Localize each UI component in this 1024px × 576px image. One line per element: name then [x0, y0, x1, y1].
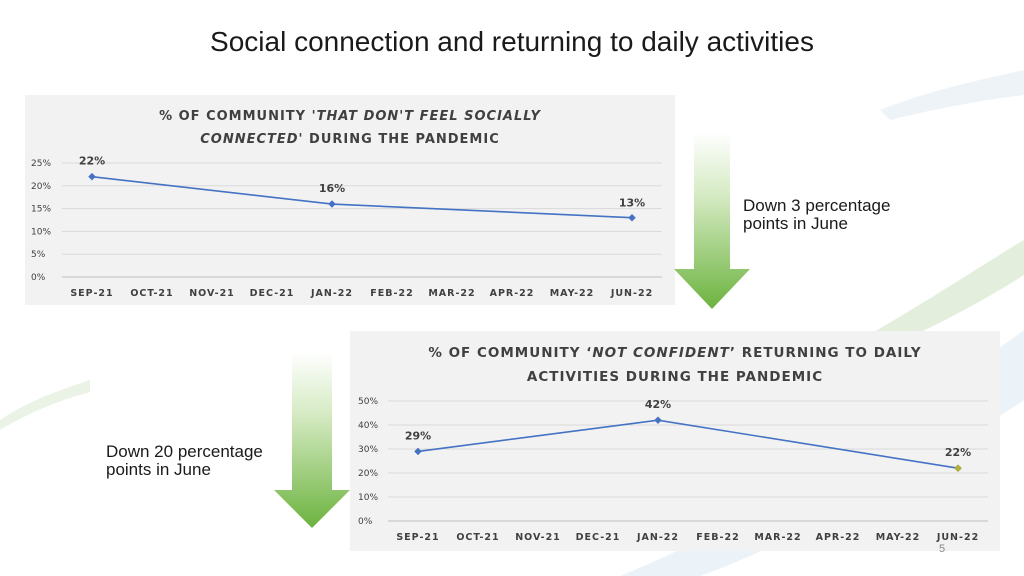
- x-tick-label: APR-22: [490, 288, 535, 299]
- y-tick-label: 15%: [31, 205, 51, 215]
- x-tick-label: MAY-22: [550, 288, 595, 299]
- x-tick-label: NOV-21: [515, 532, 561, 543]
- chart-title-part: DURING THE PANDEMIC: [303, 132, 500, 147]
- data-point-marker: [628, 213, 636, 222]
- data-point-marker: [328, 200, 336, 208]
- data-label: 22%: [79, 155, 105, 168]
- x-tick-label: FEB-22: [370, 288, 413, 299]
- x-tick-label: OCT-21: [456, 532, 499, 543]
- y-tick-label: 30%: [358, 445, 378, 455]
- y-tick-label: 0%: [358, 517, 373, 527]
- series-line: [91, 175, 633, 219]
- data-label: 22%: [945, 446, 971, 459]
- chart1-change-note: Down 3 percentage points in June: [743, 196, 891, 233]
- chart-panel-daily-activities: % OF COMMUNITY ‘NOT CONFIDENT’ RETURNING…: [350, 331, 1000, 551]
- x-tick-label: JAN-22: [636, 532, 679, 543]
- x-tick-label: APR-22: [816, 532, 861, 543]
- chart-title-part: % OF COMMUNITY ‘: [428, 345, 593, 361]
- x-tick-label: DEC-21: [250, 288, 295, 299]
- data-point-marker: [88, 172, 96, 181]
- slide-title: Social connection and returning to daily…: [210, 26, 814, 57]
- x-tick-label: FEB-22: [696, 532, 739, 543]
- chart-title-part: ’ RETURNING TO DAILY ACTIVITIES DURING T…: [526, 345, 922, 385]
- down-arrow-icon: [674, 133, 750, 309]
- data-point-marker: [954, 464, 962, 473]
- chart-panel-social-connection: % OF COMMUNITY 'THAT DON'T FEEL SOCIALLY…: [25, 95, 675, 305]
- line-chart-social-connection: 0% 5% 10% 15% 20% 25% SEP-21 OCT-21 NOV-21 DEC-21…: [31, 155, 662, 299]
- y-tick-label: 0%: [31, 273, 46, 283]
- x-tick-label: JUN-22: [610, 288, 653, 299]
- data-label: 42%: [645, 398, 671, 411]
- y-tick-label: 10%: [31, 227, 51, 237]
- x-tick-label: SEP-21: [396, 532, 439, 543]
- down-arrow-icon: [274, 352, 350, 528]
- chart-title-emphasis: NOT CONFIDENT: [592, 345, 730, 361]
- x-tick-label: MAR-22: [428, 288, 475, 299]
- y-tick-label: 10%: [358, 493, 378, 503]
- y-tick-label: 20%: [358, 469, 378, 479]
- y-tick-label: 5%: [31, 250, 46, 260]
- x-tick-label: OCT-21: [130, 288, 173, 299]
- x-tick-label: JUN-22: [936, 532, 979, 543]
- y-tick-label: 25%: [31, 159, 51, 169]
- chart-title: % OF COMMUNITY 'THAT DON'T FEEL SOCIALLY…: [125, 105, 575, 151]
- series-line: [417, 419, 959, 469]
- y-tick-label: 20%: [31, 182, 51, 192]
- data-point-marker: [414, 447, 422, 456]
- line-chart-daily-activities: 0% 10% 20% 30% 40% 50% SEP-21 OCT-21 NOV-21 DEC-2…: [358, 397, 988, 543]
- data-label: 16%: [319, 182, 345, 195]
- chart2-change-note: Down 20 percentage points in June: [106, 442, 263, 479]
- page-number: 5: [938, 543, 946, 555]
- chart-title-part: % OF COMMUNITY: [159, 109, 312, 124]
- y-tick-label: 50%: [358, 397, 378, 407]
- x-tick-label: NOV-21: [189, 288, 235, 299]
- x-tick-label: SEP-21: [70, 288, 113, 299]
- y-tick-label: 40%: [358, 421, 378, 431]
- chart-title-emphasis: 'THAT DON'T FEEL SOCIALLY CONNECTED': [200, 109, 541, 147]
- data-label: 13%: [619, 197, 645, 210]
- chart-title: % OF COMMUNITY ‘NOT CONFIDENT’ RETURNING…: [410, 341, 940, 389]
- x-tick-label: JAN-22: [310, 288, 353, 299]
- x-tick-label: MAR-22: [754, 532, 801, 543]
- x-tick-label: MAY-22: [876, 532, 921, 543]
- x-tick-label: DEC-21: [576, 532, 621, 543]
- data-label: 29%: [405, 429, 431, 442]
- data-point-marker: [654, 416, 662, 425]
